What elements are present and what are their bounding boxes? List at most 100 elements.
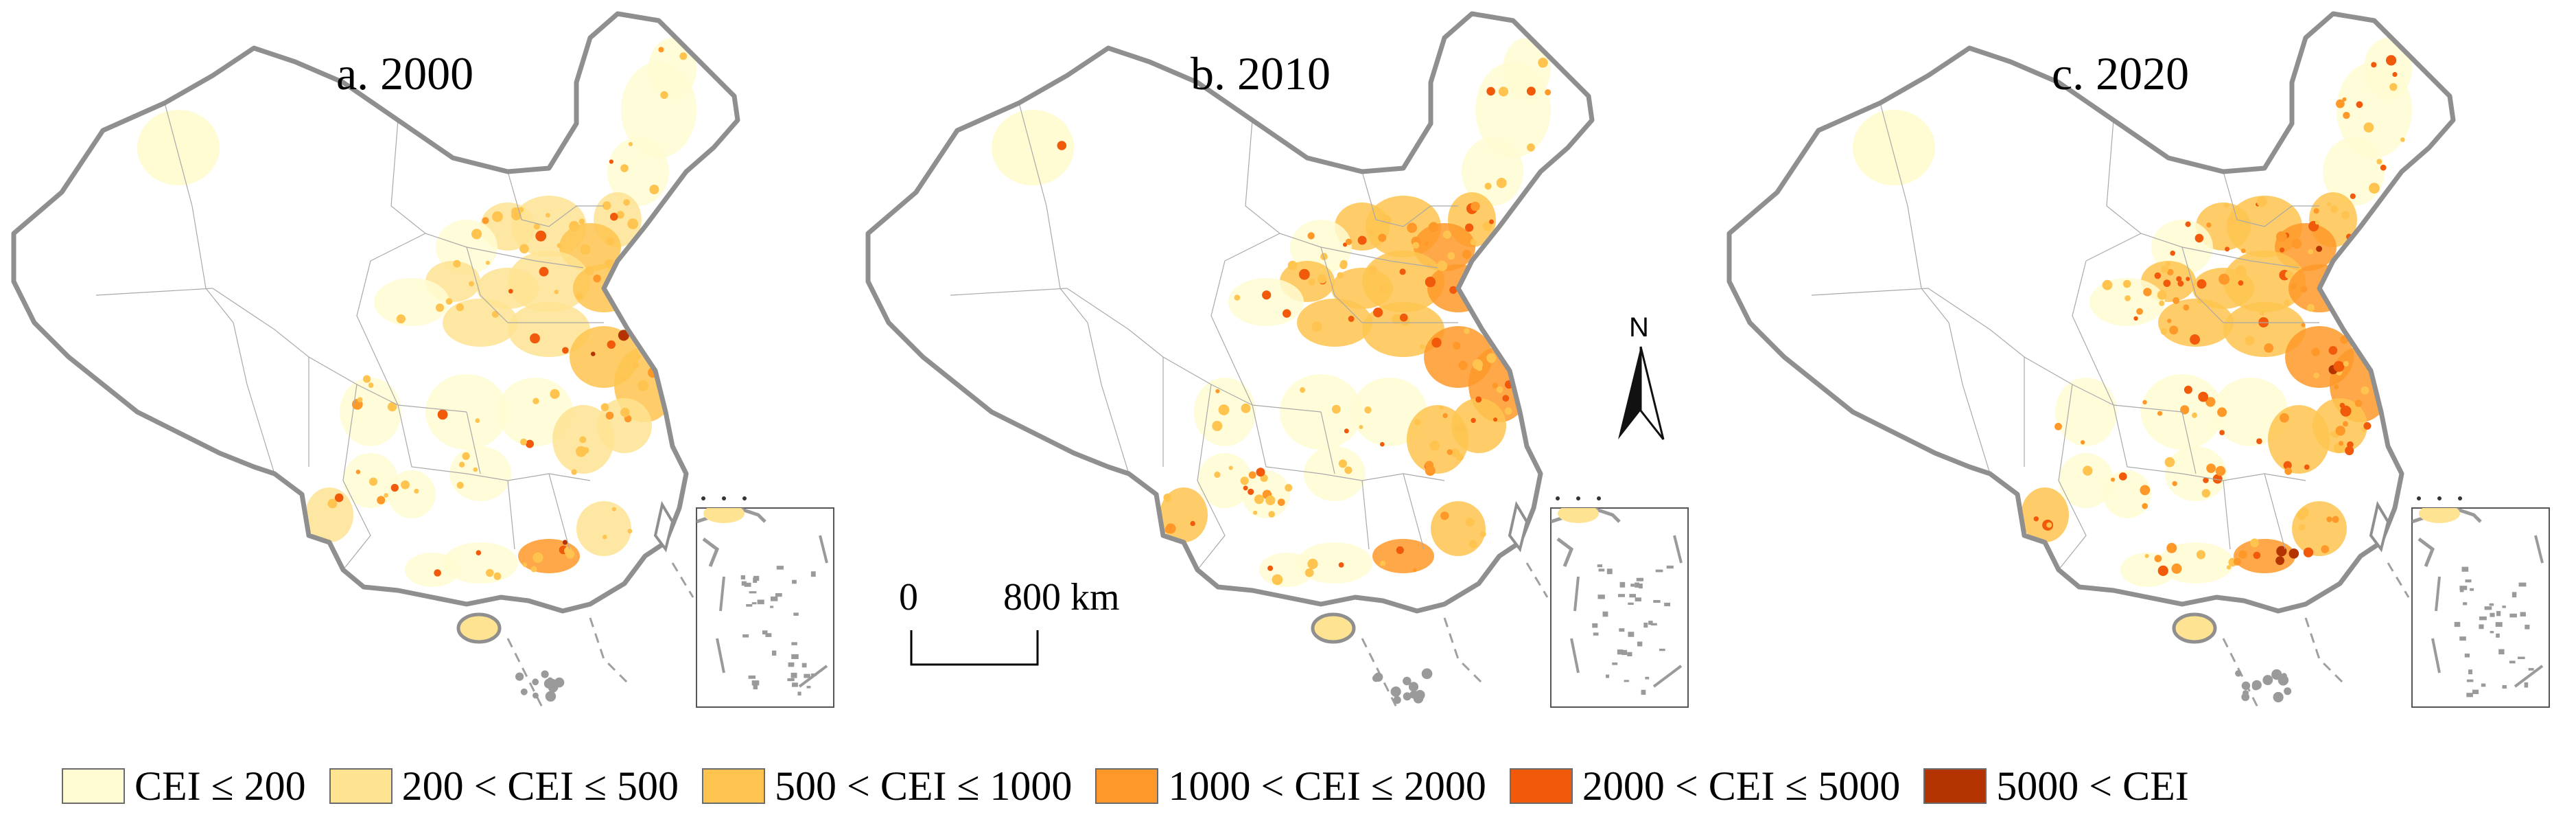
cei-region [2158, 299, 2234, 347]
inset-island [2490, 631, 2494, 634]
cei-hotspot [2389, 83, 2398, 91]
legend: CEI ≤ 200 200 < CEI ≤ 500 500 < CEI ≤ 10… [62, 759, 2532, 814]
province-boundary [390, 119, 508, 323]
cei-hotspot [2133, 316, 2138, 321]
cei-hotspot [2197, 279, 2207, 289]
cei-region [648, 38, 696, 100]
cei-hotspot [2313, 372, 2319, 379]
island [1421, 668, 1433, 680]
cei-hotspot [1212, 421, 1223, 431]
cei-hotspot [1476, 365, 1483, 371]
cei-hotspot [2238, 550, 2247, 559]
cei-hotspot [2369, 183, 2380, 194]
cei-hotspot [2194, 233, 2204, 243]
cei-hotspot [2227, 217, 2236, 226]
cei-hotspot [2142, 400, 2147, 405]
cei-hotspot [2259, 310, 2264, 316]
inset-frame [2411, 507, 2550, 708]
cei-hotspot [1283, 309, 1291, 318]
cei-hotspot [2081, 440, 2085, 445]
cei-hotspot [602, 201, 611, 210]
cei-hotspot [2144, 553, 2149, 558]
inset-island [2461, 566, 2469, 572]
inset-island [2468, 669, 2473, 675]
cei-hotspot [1299, 268, 1310, 280]
cei-hotspot [2327, 202, 2332, 207]
inset-island [2490, 612, 2495, 617]
island [545, 691, 557, 702]
north-arrow: N [1618, 312, 1665, 440]
cei-hotspot [2166, 542, 2177, 553]
cei-hotspot [2245, 336, 2255, 346]
cei-hotspot [2340, 405, 2352, 417]
cei-hotspot [2205, 397, 2216, 407]
inset-island [1629, 594, 1636, 598]
cei-hotspot [469, 281, 474, 287]
cei-hotspot [2308, 249, 2314, 255]
cei-hotspot [2304, 464, 2310, 470]
cei-hotspot [355, 470, 361, 474]
legend-label: 500 < CEI ≤ 1000 [775, 763, 1073, 809]
cei-hotspot [1498, 87, 1509, 97]
cei-region [1362, 302, 1444, 357]
cei-hotspot [1456, 423, 1466, 433]
cei-hotspot [2343, 360, 2349, 367]
cei-hotspot [377, 496, 386, 505]
inset-island [2479, 624, 2484, 630]
map-panel: a. 2000 [11, 11, 834, 708]
cei-hotspot [2253, 551, 2261, 560]
cei-hotspot [1479, 531, 1486, 538]
island [1403, 692, 1412, 701]
cei-hotspot [1218, 404, 1230, 415]
province-boundary [2223, 171, 2319, 227]
legend-swatch [1923, 768, 1987, 804]
cei-hotspot [554, 289, 559, 295]
cei-hotspot [2196, 550, 2205, 560]
cei-hotspot [2046, 522, 2052, 528]
cei-hotspot [1254, 494, 1264, 505]
taiwan-island [653, 500, 675, 553]
cei-hotspot [1420, 344, 1425, 349]
inset-island [2496, 633, 2500, 638]
cei-hotspot [1344, 466, 1353, 474]
national-boundary [865, 11, 1595, 614]
inset-island [791, 654, 799, 660]
cei-hotspot [1359, 425, 1363, 429]
cei-hotspot [482, 217, 489, 224]
inset-island [1630, 584, 1635, 587]
inset-island [751, 602, 757, 605]
island [1403, 676, 1412, 686]
cei-hotspot [532, 552, 543, 563]
cei-hotspot [1311, 321, 1322, 332]
island [2262, 675, 2273, 686]
cei-hotspot [1338, 459, 1347, 468]
cei-hotspot [491, 310, 499, 318]
inset-island [1593, 632, 1599, 636]
cei-hotspot [2166, 262, 2170, 266]
maritime-boundary [1361, 562, 1549, 708]
legend-item: 5000 < CEI [1923, 763, 2189, 810]
island [2251, 680, 2262, 690]
island [2284, 687, 2292, 695]
legend-label: 200 < CEI ≤ 500 [401, 763, 679, 809]
inset-island [1597, 564, 1603, 568]
inset-island [2498, 649, 2505, 655]
cei-hotspot [2170, 251, 2175, 256]
inset-marker-dot [1576, 496, 1580, 500]
cei-region [992, 110, 1074, 185]
inset-island [770, 606, 774, 608]
cei-hotspot [2186, 277, 2190, 281]
cei-hotspot [1414, 419, 1420, 426]
cei-hotspot [2336, 99, 2345, 108]
cei-hotspot [1486, 87, 1495, 96]
legend-swatch [329, 768, 393, 804]
cei-region [1331, 268, 1393, 309]
cei-hotspot [1357, 235, 1367, 245]
hainan-island [1311, 612, 1356, 644]
inset-island [1619, 628, 1625, 632]
cei-region [1407, 405, 1468, 474]
cei-hotspot [2363, 122, 2374, 133]
cei-hotspot [2392, 71, 2398, 78]
map-panels: a. 2000 b. 2010 c. 2020 [11, 11, 2550, 708]
province-boundary [2106, 119, 2224, 323]
